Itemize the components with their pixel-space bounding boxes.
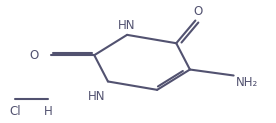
Text: H: H [43, 105, 52, 118]
Text: O: O [30, 49, 39, 62]
Text: Cl: Cl [9, 105, 21, 118]
Text: O: O [193, 5, 203, 18]
Text: HN: HN [118, 19, 136, 32]
Text: NH₂: NH₂ [236, 76, 258, 89]
Text: HN: HN [88, 90, 106, 103]
